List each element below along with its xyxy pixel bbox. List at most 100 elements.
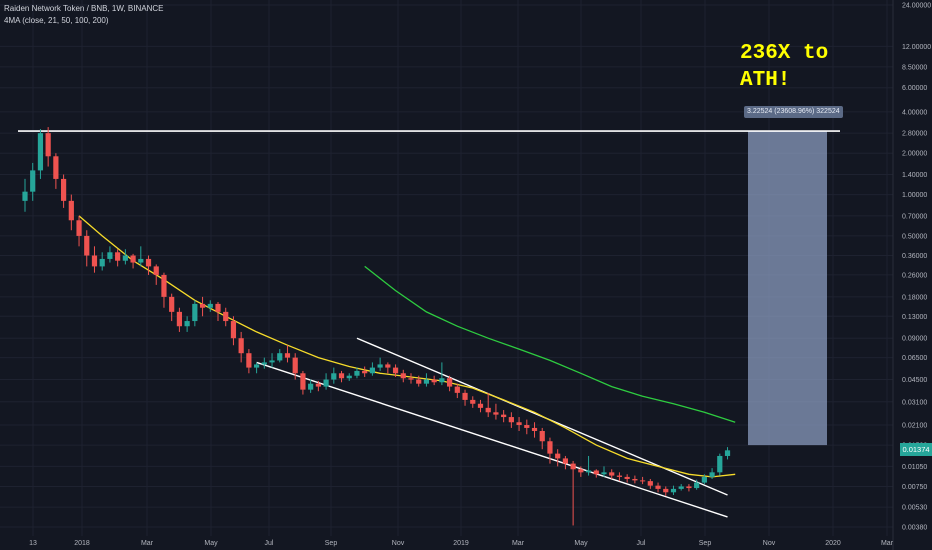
x-tick-label: May <box>204 540 218 547</box>
candle-body <box>261 362 267 365</box>
candle-body <box>485 407 491 413</box>
candle-body <box>724 450 731 456</box>
candle-body <box>138 258 144 263</box>
candle-body <box>145 258 152 267</box>
x-tick-label: May <box>574 540 588 547</box>
candle-body <box>670 488 677 493</box>
measure-rect <box>748 131 827 446</box>
measure-label: 3.22524 (23608.96%) 322524 <box>744 106 843 118</box>
candle-body <box>130 255 136 263</box>
candle <box>84 230 90 267</box>
candle-body <box>547 441 553 454</box>
candle <box>323 373 329 390</box>
candle <box>408 373 414 384</box>
candle <box>593 469 599 478</box>
candle-body <box>385 364 391 368</box>
y-tick-label: 0.09000 <box>902 336 927 343</box>
candle <box>709 468 715 479</box>
candle <box>91 246 98 273</box>
x-axis: 13 2018 Mar May Jul Sep Nov 2019 Mar May Jul Sep Nov… <box>29 540 894 547</box>
candle-body <box>408 378 414 380</box>
candle <box>516 417 522 431</box>
candle <box>547 437 553 464</box>
candle-body <box>284 353 291 358</box>
candle-body <box>555 453 561 459</box>
candle-body <box>477 403 484 408</box>
candle <box>655 482 661 493</box>
candle-body <box>709 472 715 477</box>
candle-body <box>694 482 700 489</box>
y-tick-label: 0.50000 <box>902 233 927 240</box>
candle-body <box>462 392 468 400</box>
annotation-line-1: 236X to <box>740 42 829 65</box>
candle <box>122 249 128 265</box>
y-tick-label: 0.00530 <box>902 505 927 512</box>
current-price-tag: 0.01374 <box>900 443 932 456</box>
measure-box <box>748 131 827 446</box>
candle <box>462 389 468 406</box>
candle <box>76 215 82 247</box>
chart-title: Raiden Network Token / BNB, 1W, BINANCE <box>4 4 164 13</box>
y-tick-label: 0.70000 <box>902 213 927 220</box>
candle <box>99 252 105 271</box>
candle-body <box>331 373 337 380</box>
candle <box>354 367 360 379</box>
candle <box>501 410 507 423</box>
candle <box>701 474 707 485</box>
candle-body <box>701 476 707 483</box>
candle <box>447 375 453 392</box>
candle <box>439 362 445 386</box>
candle <box>724 447 731 460</box>
candle <box>215 302 221 322</box>
candle <box>609 469 615 479</box>
candle-body <box>169 296 175 312</box>
candle <box>338 370 345 383</box>
candle-body <box>115 252 121 261</box>
candle-body <box>400 373 406 379</box>
candle-body <box>431 379 437 383</box>
y-tick-label: 0.06500 <box>902 355 927 362</box>
candle <box>315 380 321 392</box>
x-tick-label: Mar <box>881 540 894 547</box>
candle-body <box>269 360 275 363</box>
ma50-line <box>364 265 736 423</box>
candle-body <box>238 338 244 354</box>
candle <box>640 476 646 485</box>
y-tick-label: 0.26000 <box>902 272 927 279</box>
candle-body <box>68 200 74 221</box>
candle-body <box>223 311 229 322</box>
candle <box>53 153 59 189</box>
y-tick-label: 4.00000 <box>902 109 927 116</box>
ath-annotation: 236X to ATH! <box>740 40 828 94</box>
candle-body <box>338 373 345 379</box>
candle-body <box>176 311 182 327</box>
candle <box>400 369 406 383</box>
candle <box>115 249 121 267</box>
candle-body <box>501 414 507 418</box>
y-tick-label: 2.80000 <box>902 131 927 138</box>
y-tick-label: 1.00000 <box>902 192 927 199</box>
candle <box>570 460 576 526</box>
candle-body <box>578 469 584 473</box>
candle-body <box>215 303 221 312</box>
candle-body <box>377 364 383 368</box>
candle <box>647 478 653 489</box>
candle-body <box>277 353 283 361</box>
candle-body <box>346 375 352 379</box>
candle <box>169 293 175 322</box>
candle <box>22 178 28 212</box>
candle <box>385 362 391 374</box>
candle-body <box>439 378 445 383</box>
candle <box>184 316 190 332</box>
candle <box>362 366 368 377</box>
y-axis: 24.00000 12.00000 8.50000 6.00000 4.00000 2.8… <box>892 0 931 550</box>
candle <box>130 253 136 269</box>
candle <box>138 246 144 267</box>
candle-body <box>470 399 476 404</box>
candle-body <box>447 378 453 387</box>
x-tick-label: Mar <box>141 540 154 547</box>
candle-body <box>609 472 615 476</box>
y-tick-label: 6.00000 <box>902 85 927 92</box>
candle-body <box>632 478 638 481</box>
